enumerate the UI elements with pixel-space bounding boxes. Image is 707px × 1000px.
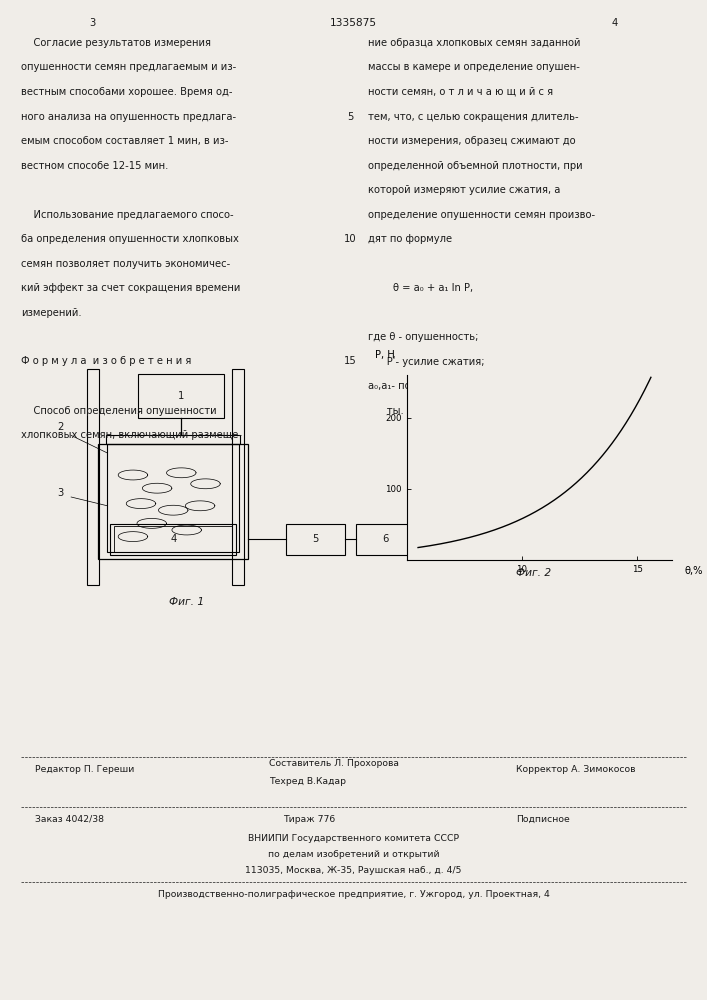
- Text: Ф о р м у л а  и з о б р е т е н и я: Ф о р м у л а и з о б р е т е н и я: [21, 357, 192, 366]
- Bar: [233, 369, 245, 585]
- Text: ВНИИПИ Государственного комитета СССР: ВНИИПИ Государственного комитета СССР: [248, 834, 459, 843]
- Text: 15: 15: [344, 357, 356, 366]
- Text: 2: 2: [57, 422, 64, 432]
- Bar: [110, 524, 236, 555]
- Text: Согласие результатов измерения: Согласие результатов измерения: [21, 38, 211, 48]
- Text: Тираж 776: Тираж 776: [283, 815, 335, 824]
- Text: ба определения опушенности хлопковых: ба определения опушенности хлопковых: [21, 234, 239, 244]
- Text: Заказ 4042/38: Заказ 4042/38: [35, 815, 105, 824]
- Text: Составитель Л. Прохорова: Составитель Л. Прохорова: [269, 759, 399, 768]
- Text: a₀,a₁- постоянные   коэффициен -: a₀,a₁- постоянные коэффициен -: [368, 381, 544, 391]
- Bar: [107, 444, 239, 552]
- Text: ного анализа на опушенность предлага-: ного анализа на опушенность предлага-: [21, 111, 236, 121]
- Text: 10: 10: [344, 234, 356, 244]
- Text: θ,%: θ,%: [685, 566, 703, 576]
- Text: 113035, Москва, Ж-35, Раушская наб., д. 4/5: 113035, Москва, Ж-35, Раушская наб., д. …: [245, 866, 462, 875]
- Bar: [106, 435, 240, 444]
- Text: Техред В.Кадар: Техред В.Кадар: [269, 777, 346, 786]
- Text: семян позволяет получить экономичес-: семян позволяет получить экономичес-: [21, 259, 230, 269]
- Bar: [98, 444, 248, 559]
- Text: Фиг. 2: Фиг. 2: [516, 568, 551, 578]
- Text: ности семян, о т л и ч а ю щ и й с я: ности семян, о т л и ч а ю щ и й с я: [368, 87, 553, 97]
- Text: ности измерения, образец сжимают до: ности измерения, образец сжимают до: [368, 136, 575, 146]
- Text: 6: 6: [382, 534, 389, 544]
- Text: вестном способе 12-15 мин.: вестном способе 12-15 мин.: [21, 161, 168, 171]
- Text: ние образца хлопковых семян заданной: ние образца хлопковых семян заданной: [368, 38, 580, 48]
- Text: Подписное: Подписное: [516, 815, 570, 824]
- Bar: [114, 526, 233, 552]
- Text: P, Н: P, Н: [375, 350, 395, 360]
- Text: дят по формуле: дят по формуле: [368, 234, 452, 244]
- Text: вестным способами хорошее. Время од-: вестным способами хорошее. Время од-: [21, 87, 233, 97]
- Text: 1: 1: [178, 391, 185, 401]
- Text: тем, что, с целью сокращения длитель-: тем, что, с целью сокращения длитель-: [368, 111, 578, 121]
- Text: 5: 5: [312, 534, 319, 544]
- Text: Производственно-полиграфическое предприятие, г. Ужгород, ул. Проектная, 4: Производственно-полиграфическое предприя…: [158, 890, 549, 899]
- Text: ты.: ты.: [368, 406, 404, 416]
- Text: измерений.: измерений.: [21, 308, 82, 318]
- Text: где θ - опушенность;: где θ - опушенность;: [368, 332, 478, 342]
- Text: кий эффект за счет сокращения времени: кий эффект за счет сокращения времени: [21, 283, 240, 293]
- Text: 1335875: 1335875: [330, 18, 377, 28]
- Text: Способ определения опушенности: Способ определения опушенности: [21, 406, 217, 416]
- Bar: [286, 524, 345, 555]
- Text: 3: 3: [89, 18, 95, 28]
- Text: Фиг. 1: Фиг. 1: [169, 597, 204, 607]
- Bar: [356, 524, 415, 555]
- Text: хлопковых семян, включающий размеще-: хлопковых семян, включающий размеще-: [21, 430, 243, 440]
- Text: массы в камере и определение опушен-: массы в камере и определение опушен-: [368, 62, 580, 73]
- Text: емым способом составляет 1 мин, в из-: емым способом составляет 1 мин, в из-: [21, 136, 228, 146]
- Text: 5: 5: [346, 111, 354, 121]
- Bar: [139, 374, 224, 418]
- Text: Редактор П. Гереши: Редактор П. Гереши: [35, 765, 135, 774]
- Text: которой измеряют усилие сжатия, а: которой измеряют усилие сжатия, а: [368, 185, 560, 195]
- Text: 4: 4: [170, 534, 176, 544]
- Text: 3: 3: [57, 488, 64, 498]
- Text: 4: 4: [612, 18, 618, 28]
- Text: определение опушенности семян произво-: определение опушенности семян произво-: [368, 210, 595, 220]
- Bar: [87, 369, 99, 585]
- Text: θ = a₀ + a₁ ln P,: θ = a₀ + a₁ ln P,: [368, 283, 473, 293]
- Text: опушенности семян предлагаемым и из-: опушенности семян предлагаемым и из-: [21, 62, 236, 73]
- Text: по делам изобретений и открытий: по делам изобретений и открытий: [268, 850, 439, 859]
- Text: Pʹ- усилие сжатия;: Pʹ- усилие сжатия;: [368, 357, 484, 367]
- Text: Корректор А. Зимокосов: Корректор А. Зимокосов: [516, 765, 636, 774]
- Text: Использование предлагаемого спосо-: Использование предлагаемого спосо-: [21, 210, 234, 220]
- Text: определенной объемной плотности, при: определенной объемной плотности, при: [368, 161, 583, 171]
